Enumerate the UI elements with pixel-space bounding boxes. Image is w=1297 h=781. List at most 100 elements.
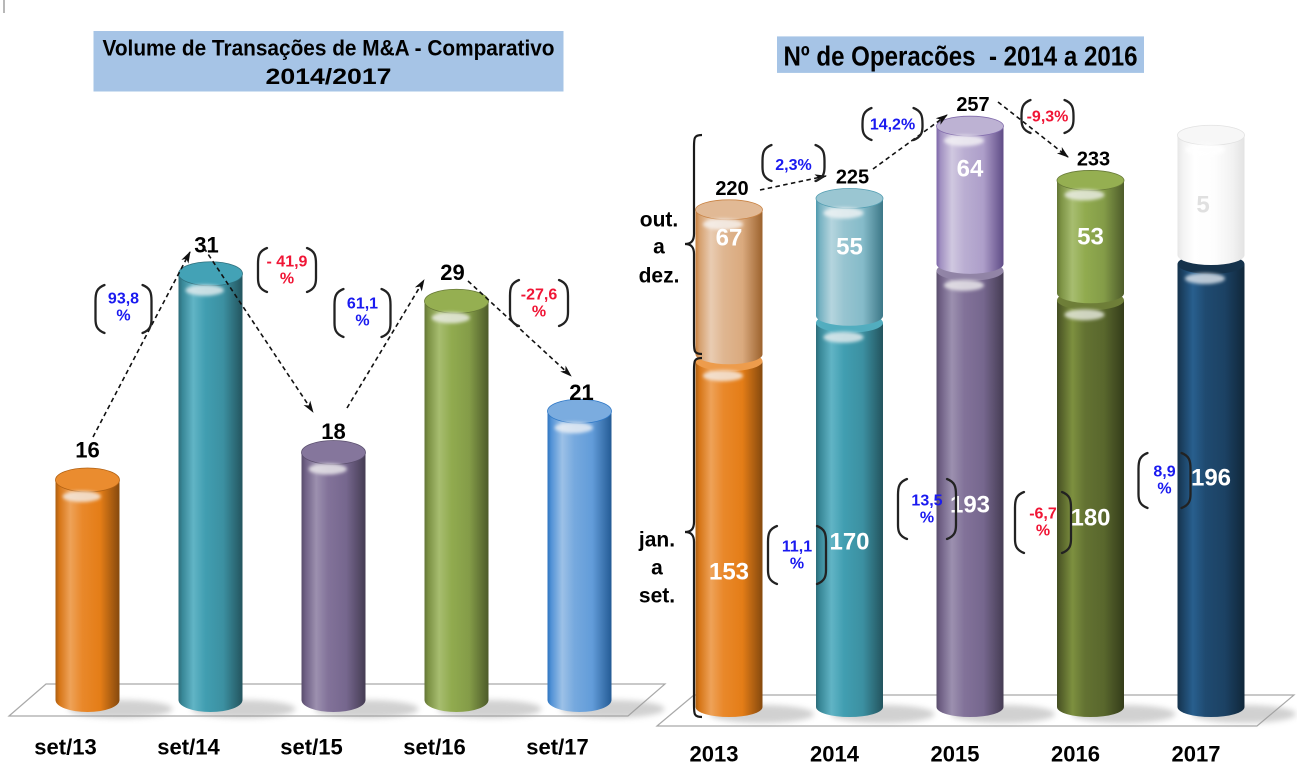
cylinder-sheen: [1184, 273, 1226, 285]
cylinder-sheen: [943, 279, 985, 291]
bar-set-13: [55, 467, 120, 712]
change-callout: -6,7%: [1013, 490, 1073, 555]
cylinder-body: [1177, 135, 1245, 266]
callout-text: -27,6: [521, 287, 558, 304]
callout-paren-left: [333, 287, 345, 339]
cylinder-top: [301, 440, 366, 465]
cylinder-body: [936, 126, 1004, 274]
change-callout: 13,5%: [896, 477, 958, 541]
category-label: set/14: [157, 735, 220, 760]
callout-paren-left: [1020, 98, 1032, 135]
callout-text: %: [355, 313, 369, 330]
callout-text: - 41,9: [267, 254, 308, 271]
stacked-bar-2014: [815, 188, 884, 718]
change-callout: -27,6%: [508, 278, 570, 328]
cylinder-sheen: [431, 312, 470, 324]
callout-text: 8,9: [1153, 464, 1175, 481]
brace-label: dez.: [639, 265, 680, 288]
cylinder-top: [815, 188, 884, 209]
callout-paren-right: [814, 143, 826, 183]
category-label: set/17: [526, 735, 588, 760]
cylinder-body: [424, 301, 489, 712]
cylinder-sheen: [554, 422, 593, 434]
stacked-bar-2015: [936, 115, 1004, 718]
cylinder-body: [695, 361, 763, 718]
bar-set-17: [547, 398, 612, 712]
total-label: 225: [836, 167, 869, 189]
cylinder-sheen: [823, 207, 864, 219]
category-label: 2016: [1051, 742, 1100, 767]
bar-set-14: [178, 261, 243, 712]
callout-paren-left: [861, 106, 873, 142]
callout-paren-right: [815, 524, 828, 586]
callout-text: %: [1036, 523, 1050, 540]
cylinder-top: [1056, 170, 1125, 191]
change-callout: 93,8%: [94, 283, 153, 335]
callout-text: %: [1157, 481, 1171, 498]
cylinder-sheen: [1064, 189, 1105, 201]
callout-paren-right: [557, 278, 570, 328]
brace-label: a: [653, 236, 665, 259]
cylinder-top: [1177, 124, 1245, 146]
segment-label: 53: [1077, 224, 1104, 251]
callout-text: %: [790, 556, 804, 573]
stacked-bar-2016: [1056, 170, 1125, 718]
callout-text: 61,1: [347, 296, 378, 313]
brace-label: out.: [640, 209, 678, 232]
cylinder-sheen: [62, 491, 101, 502]
segment-label: 180: [1070, 505, 1110, 532]
trend-arrow: [997, 101, 1069, 158]
cylinder-body: [1057, 180, 1124, 304]
total-label: 257: [956, 94, 989, 116]
segment-label: 153: [709, 559, 749, 586]
callout-paren-left: [766, 524, 779, 586]
callout-paren-left: [508, 278, 521, 328]
callout-text: %: [280, 271, 294, 288]
left-chart-title: Volume de Transações de M&A - Comparativ…: [93, 31, 564, 92]
trend-arrow: [92, 251, 191, 438]
cylinder-body: [301, 452, 366, 712]
callout-paren-right: [380, 287, 392, 339]
callout-paren-right: [141, 283, 153, 335]
category-label: set/13: [34, 735, 96, 760]
callout-text: %: [920, 510, 934, 527]
cylinder-sheen: [1184, 144, 1226, 156]
callout-text: 14,2%: [870, 117, 915, 134]
category-label: 2013: [690, 742, 739, 767]
cylinder-body: [1177, 264, 1245, 718]
callout-paren-right: [912, 106, 924, 142]
cylinder-sheen: [308, 463, 347, 475]
change-callout: -9,3%: [1020, 98, 1075, 135]
cylinder-sheen: [702, 218, 744, 230]
cylinder-top: [178, 261, 243, 287]
group-brace: [684, 133, 703, 356]
callout-paren-right: [1063, 98, 1075, 135]
callout-paren-left: [1137, 451, 1149, 510]
trend-arrow: [346, 279, 425, 409]
total-label: 233: [1077, 148, 1110, 170]
change-callout: 2,3%: [761, 143, 826, 183]
cylinder-body: [547, 411, 612, 712]
cylinder-body: [816, 322, 883, 718]
callout-text: %: [116, 308, 130, 325]
bar-set-15: [301, 440, 366, 712]
cylinder-sheen: [943, 135, 985, 147]
callout-paren-right: [1060, 490, 1073, 555]
trend-arrow: [203, 247, 314, 413]
cylinder-body: [816, 198, 883, 326]
change-callout: 8,9%: [1137, 451, 1192, 510]
cylinder-body: [936, 270, 1004, 718]
cylinder-body: [55, 480, 120, 712]
cylinder-top: [424, 288, 489, 314]
change-callout: 11,1%: [766, 524, 828, 586]
callout-paren-left: [761, 143, 773, 183]
callout-text: 11,1: [782, 539, 812, 556]
right-chart-title: Nº de Operacões - 2014 a 2016: [777, 36, 1144, 73]
chart-title-text: 2014/2017: [266, 64, 392, 89]
segment-label: 170: [829, 529, 869, 556]
cylinder-sheen: [702, 370, 744, 382]
stacked-bar-2013: [695, 199, 763, 718]
segment-label: 5: [1196, 192, 1209, 219]
chart-title-text: Volume de Transações de M&A - Comparativ…: [103, 36, 555, 61]
